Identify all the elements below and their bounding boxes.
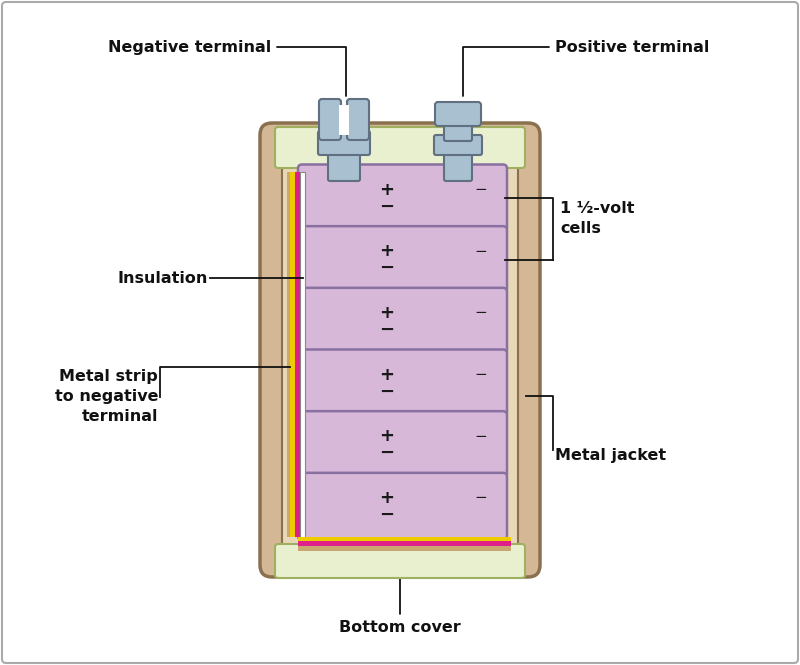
Text: +: +	[379, 366, 394, 384]
Text: +: +	[379, 489, 394, 507]
Bar	[339, 105, 349, 135]
FancyBboxPatch shape	[275, 544, 525, 578]
Bar	[295, 172, 300, 537]
FancyBboxPatch shape	[347, 99, 369, 140]
FancyBboxPatch shape	[298, 473, 507, 539]
Text: Bottom cover: Bottom cover	[339, 573, 461, 634]
FancyBboxPatch shape	[298, 164, 507, 231]
Text: −: −	[474, 244, 487, 259]
Bar	[298, 541, 511, 546]
Bar	[298, 546, 511, 551]
FancyBboxPatch shape	[275, 127, 525, 168]
Bar	[287, 172, 290, 537]
Bar	[290, 172, 295, 537]
Text: −: −	[379, 321, 394, 339]
Text: +: +	[379, 428, 394, 446]
FancyBboxPatch shape	[328, 149, 360, 181]
Text: Positive terminal: Positive terminal	[463, 39, 710, 96]
Text: −: −	[379, 198, 394, 215]
Text: +: +	[379, 304, 394, 322]
Text: −: −	[379, 259, 394, 277]
Text: −: −	[474, 491, 487, 505]
Text: −: −	[474, 367, 487, 382]
FancyBboxPatch shape	[434, 135, 482, 155]
Text: 1 ½-volt
cells: 1 ½-volt cells	[560, 201, 634, 236]
Bar	[298, 537, 511, 541]
FancyBboxPatch shape	[319, 99, 341, 140]
Bar	[300, 172, 505, 537]
FancyBboxPatch shape	[444, 147, 472, 181]
FancyBboxPatch shape	[260, 123, 540, 577]
FancyBboxPatch shape	[298, 350, 507, 416]
FancyBboxPatch shape	[435, 102, 481, 126]
Text: −: −	[379, 506, 394, 524]
FancyBboxPatch shape	[282, 145, 518, 555]
Text: −: −	[474, 429, 487, 444]
Text: Negative terminal: Negative terminal	[108, 39, 346, 96]
Text: −: −	[379, 444, 394, 462]
Bar	[300, 172, 305, 537]
Text: Metal jacket: Metal jacket	[555, 448, 666, 463]
Text: +: +	[379, 242, 394, 260]
Text: Metal strip
to negative
terminal: Metal strip to negative terminal	[54, 370, 158, 424]
Text: −: −	[474, 305, 487, 321]
Text: +: +	[379, 181, 394, 199]
Text: −: −	[379, 382, 394, 400]
FancyBboxPatch shape	[298, 226, 507, 293]
FancyBboxPatch shape	[444, 117, 472, 141]
Text: Insulation: Insulation	[118, 271, 208, 285]
FancyBboxPatch shape	[298, 411, 507, 478]
FancyBboxPatch shape	[298, 288, 507, 354]
Text: −: −	[474, 182, 487, 197]
FancyBboxPatch shape	[318, 131, 370, 155]
